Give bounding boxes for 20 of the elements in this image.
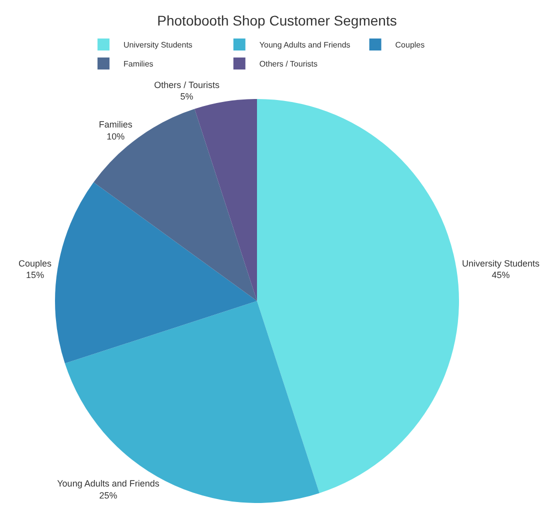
slice-label: University Students <box>462 258 540 268</box>
pie-slice <box>94 108 257 301</box>
pie-slice <box>257 99 459 494</box>
data-label: 15% <box>26 270 44 280</box>
legend-label: University Students <box>124 40 192 50</box>
legend-label: Families <box>124 60 154 69</box>
chart-title: Photobooth Shop Customer Segments <box>157 12 397 29</box>
legend-label: Others / Tourists <box>259 60 318 69</box>
slice-label: Others / Tourists <box>154 80 220 90</box>
slice-label: Families <box>98 120 133 130</box>
data-label: 10% <box>106 131 125 142</box>
data-label: 5% <box>180 92 194 102</box>
slice-label: Young Adults and Friends <box>57 478 160 489</box>
legend-label: Young Adults and Friends <box>259 40 350 50</box>
data-label: 25% <box>99 490 118 500</box>
data-label: 45% <box>492 270 510 280</box>
legend-label: Couples <box>395 40 425 50</box>
pie-slice <box>194 99 257 301</box>
pie-slice <box>55 182 257 364</box>
slice-label: Couples <box>18 258 52 268</box>
